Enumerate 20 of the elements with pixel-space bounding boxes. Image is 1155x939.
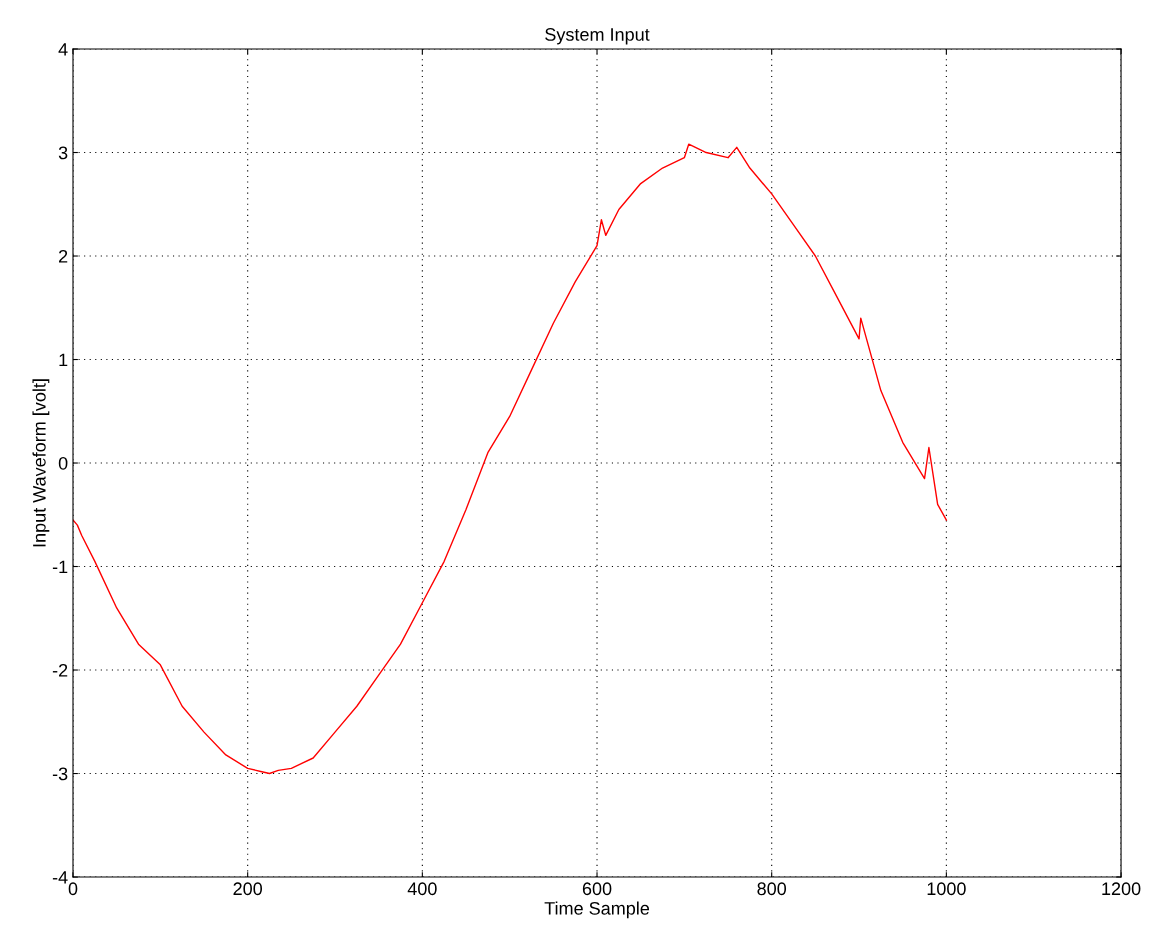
x-tick-label: 400: [407, 882, 437, 896]
y-tick-label: -1: [52, 560, 68, 574]
y-tick-label: 4: [58, 43, 68, 56]
y-tick-label: 1: [59, 353, 68, 367]
y-tick-label: -2: [52, 663, 68, 677]
y-tick-label: -4: [52, 871, 68, 884]
x-tick-label: 200: [233, 882, 263, 896]
chart-title: System Input: [545, 28, 650, 45]
x-axis-title: Time Sample: [544, 901, 650, 919]
line-series: [73, 143, 948, 775]
x-tick-label: 0: [68, 882, 78, 896]
x-tick-label: 1200: [1102, 882, 1141, 896]
x-tick-label: 1000: [927, 882, 966, 896]
x-tick-label: 800: [757, 882, 787, 896]
y-tick-label: -3: [52, 767, 68, 781]
y-axis-title: Input Waveform [volt]: [32, 379, 50, 547]
x-tick-label: 600: [582, 882, 612, 896]
y-tick-label: 2: [59, 249, 68, 263]
y-tick-label: 0: [58, 456, 68, 470]
y-tick-label: 3: [58, 146, 68, 160]
